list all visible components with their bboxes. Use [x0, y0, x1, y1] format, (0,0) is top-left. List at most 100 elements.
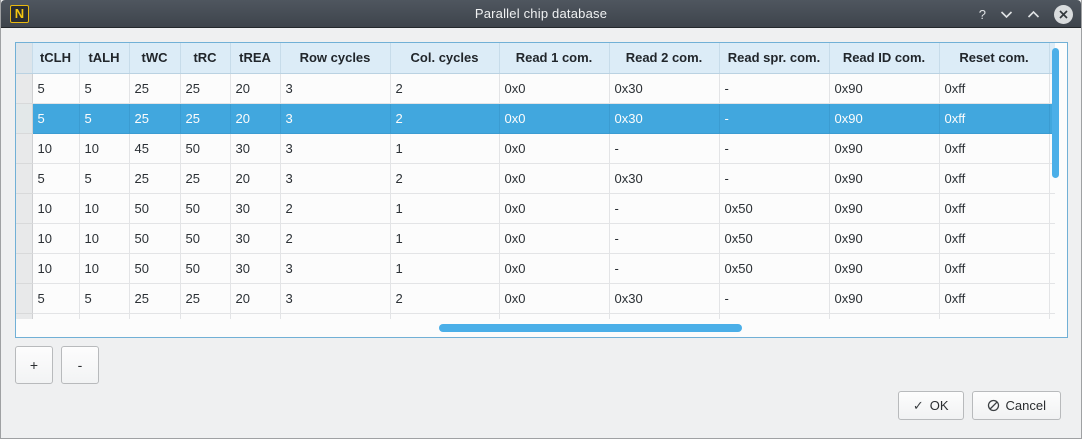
- row-header[interactable]: [16, 223, 33, 254]
- table-cell[interactable]: -: [719, 103, 830, 134]
- row-header[interactable]: [16, 103, 33, 134]
- shade-down-button[interactable]: [1000, 10, 1013, 19]
- table-cell[interactable]: -: [609, 133, 720, 164]
- table-cell[interactable]: 0xff: [939, 223, 1050, 254]
- row-header[interactable]: [16, 253, 33, 284]
- table-cell[interactable]: 25: [180, 163, 231, 194]
- table-cell[interactable]: 1: [390, 193, 500, 224]
- table-cell[interactable]: 0xff: [939, 73, 1050, 104]
- table-cell[interactable]: 50: [180, 133, 231, 164]
- table-cell[interactable]: 0x0: [499, 163, 610, 194]
- table-cell[interactable]: 5: [32, 163, 80, 194]
- table-row[interactable]: 10 10 50 50 30 2 1 0x0-0x50 0x90 0xff: [16, 193, 1055, 224]
- cancel-button[interactable]: Cancel: [971, 391, 1061, 420]
- table-cell[interactable]: 3: [280, 133, 391, 164]
- table-cell[interactable]: -: [719, 133, 830, 164]
- table-cell[interactable]: 10: [79, 193, 130, 224]
- table-cell[interactable]: 0x90: [829, 103, 940, 134]
- table-cell[interactable]: 30: [230, 223, 281, 254]
- row-header[interactable]: [16, 73, 33, 104]
- column-header-read-spr-com[interactable]: Read spr. com.: [719, 43, 830, 74]
- table-cell[interactable]: 2: [390, 163, 500, 194]
- table-cell[interactable]: 0x50: [719, 223, 830, 254]
- column-header-read-1-com[interactable]: Read 1 com.: [499, 43, 610, 74]
- table-cell[interactable]: 45: [129, 133, 181, 164]
- table-cell[interactable]: 0x0: [499, 133, 610, 164]
- table-cell[interactable]: 25: [129, 103, 181, 134]
- table-cell[interactable]: -: [609, 193, 720, 224]
- column-header-reset-com[interactable]: Reset com.: [939, 43, 1050, 74]
- table-cell[interactable]: 0xff: [939, 283, 1050, 314]
- table-cell[interactable]: 0x30: [609, 163, 720, 194]
- table-cell[interactable]: -: [719, 73, 830, 104]
- column-header-read-id-com[interactable]: Read ID com.: [829, 43, 940, 74]
- column-header-row-cycles[interactable]: Row cycles: [280, 43, 391, 74]
- table-row[interactable]: 5 5 25 25 20 3 2 0x0 0x30-0x90 0xff: [16, 283, 1055, 314]
- table-cell[interactable]: 2: [390, 73, 500, 104]
- table-cell[interactable]: 0xff: [939, 163, 1050, 194]
- table-row[interactable]: 10 10 50 50 30 3 1 0x0-0x50 0x90 0xff: [16, 253, 1055, 284]
- table-cell[interactable]: 0x0: [499, 223, 610, 254]
- table-cell[interactable]: 0x90: [829, 73, 940, 104]
- row-header[interactable]: [16, 133, 33, 164]
- table-cell[interactable]: 0x50: [719, 193, 830, 224]
- table-cell[interactable]: 25: [129, 283, 181, 314]
- shade-up-button[interactable]: [1027, 10, 1040, 19]
- table-cell[interactable]: 10: [32, 133, 80, 164]
- table-cell[interactable]: 2: [280, 223, 391, 254]
- table-cell[interactable]: 0x90: [829, 193, 940, 224]
- table-cell[interactable]: 5: [79, 283, 130, 314]
- table-cell[interactable]: 10: [32, 253, 80, 284]
- table-cell[interactable]: -: [719, 283, 830, 314]
- row-header[interactable]: [16, 193, 33, 224]
- table-cell[interactable]: 50: [180, 223, 231, 254]
- table-cell[interactable]: 0x90: [829, 223, 940, 254]
- table-cell[interactable]: 0x0: [499, 73, 610, 104]
- table-cell[interactable]: 3: [280, 253, 391, 284]
- table-cell[interactable]: 50: [129, 193, 181, 224]
- table-cell[interactable]: 0x0: [499, 193, 610, 224]
- table-cell[interactable]: 2: [390, 103, 500, 134]
- close-button[interactable]: [1054, 4, 1073, 24]
- add-row-button[interactable]: +: [15, 346, 53, 384]
- table-cell[interactable]: 10: [79, 253, 130, 284]
- table-cell[interactable]: 3: [280, 163, 391, 194]
- table-cell[interactable]: 0x0: [499, 103, 610, 134]
- column-header-trc[interactable]: tRC: [180, 43, 231, 74]
- table-cell[interactable]: 50: [129, 223, 181, 254]
- column-header-read-2-com[interactable]: Read 2 com.: [609, 43, 720, 74]
- table-cell[interactable]: 10: [79, 133, 130, 164]
- column-header-twc[interactable]: tWC: [129, 43, 181, 74]
- table-cell[interactable]: 20: [230, 103, 281, 134]
- table-cell[interactable]: 0x0: [499, 283, 610, 314]
- table-cell[interactable]: 30: [230, 253, 281, 284]
- table-cell[interactable]: 0xff: [939, 103, 1050, 134]
- table-cell[interactable]: 30: [230, 133, 281, 164]
- column-header-col-cycles[interactable]: Col. cycles: [390, 43, 500, 74]
- table-cell[interactable]: 0x30: [609, 283, 720, 314]
- table-cell[interactable]: 3: [280, 283, 391, 314]
- table-cell[interactable]: 25: [129, 73, 181, 104]
- table-cell[interactable]: 0x90: [829, 283, 940, 314]
- table-cell[interactable]: 1: [390, 133, 500, 164]
- table-cell[interactable]: 0xff: [939, 133, 1050, 164]
- table-row[interactable]: 5 5 25 25 20 3 2 0x0 0x30-0x90 0xff: [16, 73, 1055, 104]
- table-cell[interactable]: 5: [32, 283, 80, 314]
- titlebar[interactable]: N Parallel chip database ?: [1, 0, 1081, 28]
- row-header[interactable]: [16, 283, 33, 314]
- table-cell[interactable]: 20: [230, 283, 281, 314]
- column-header-trea[interactable]: tREA: [230, 43, 281, 74]
- horizontal-scrollbar[interactable]: [439, 324, 742, 332]
- table-cell[interactable]: 1: [390, 223, 500, 254]
- table-cell[interactable]: 1: [390, 253, 500, 284]
- table-cell[interactable]: 3: [280, 103, 391, 134]
- ok-button[interactable]: ✓ OK: [897, 391, 964, 420]
- table-cell[interactable]: 0xff: [939, 193, 1050, 224]
- column-header-talh[interactable]: tALH: [79, 43, 130, 74]
- table-cell[interactable]: -: [719, 163, 830, 194]
- table-cell[interactable]: 50: [180, 253, 231, 284]
- table-cell[interactable]: 25: [129, 163, 181, 194]
- table-cell[interactable]: 5: [79, 103, 130, 134]
- table-row[interactable]: 10 10 45 50 30 3 1 0x0- -0x90 0xff: [16, 133, 1055, 164]
- help-button[interactable]: ?: [978, 6, 986, 22]
